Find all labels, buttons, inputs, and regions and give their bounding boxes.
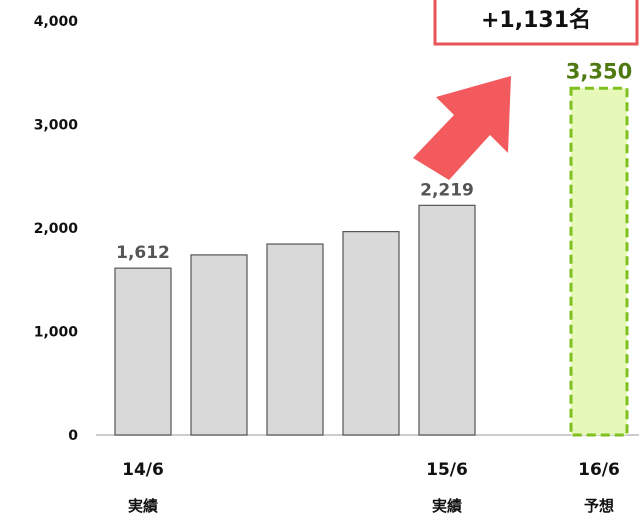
data-label: 1,612 <box>116 243 170 263</box>
callout-arrow <box>413 76 511 180</box>
forecast-data-label: 3,350 <box>566 59 632 83</box>
x-tick-sublabel: 実績 <box>432 497 462 515</box>
x-labels: 14/6 実績 15/6 実績 16/6 予想 <box>122 460 620 515</box>
bar <box>342 231 400 436</box>
bar <box>114 267 172 436</box>
callout: +1,131名 <box>413 0 639 180</box>
x-tick-label: 15/6 <box>426 460 468 480</box>
x-tick-sublabel: 実績 <box>128 497 158 515</box>
x-tick-sublabel: 予想 <box>584 497 614 515</box>
y-axis: 0 1,000 2,000 3,000 4,000 <box>34 14 79 444</box>
data-label: 2,219 <box>420 180 474 200</box>
y-tick-label: 4,000 <box>34 14 79 30</box>
y-tick-label: 1,000 <box>34 325 79 341</box>
y-tick-label: 3,000 <box>34 118 79 134</box>
bar <box>266 243 324 436</box>
x-tick-label: 14/6 <box>122 460 164 480</box>
data-labels: 1,612 2,219 3,350 <box>116 59 632 263</box>
y-tick-label: 0 <box>68 428 78 444</box>
callout-box <box>433 0 639 46</box>
callout-text: +1,131名 <box>481 7 591 33</box>
forecast-bar <box>569 86 629 437</box>
y-tick-label: 2,000 <box>34 221 79 237</box>
bar <box>418 204 476 436</box>
bar <box>190 254 248 436</box>
bars <box>114 86 629 437</box>
x-tick-label: 16/6 <box>578 460 620 480</box>
